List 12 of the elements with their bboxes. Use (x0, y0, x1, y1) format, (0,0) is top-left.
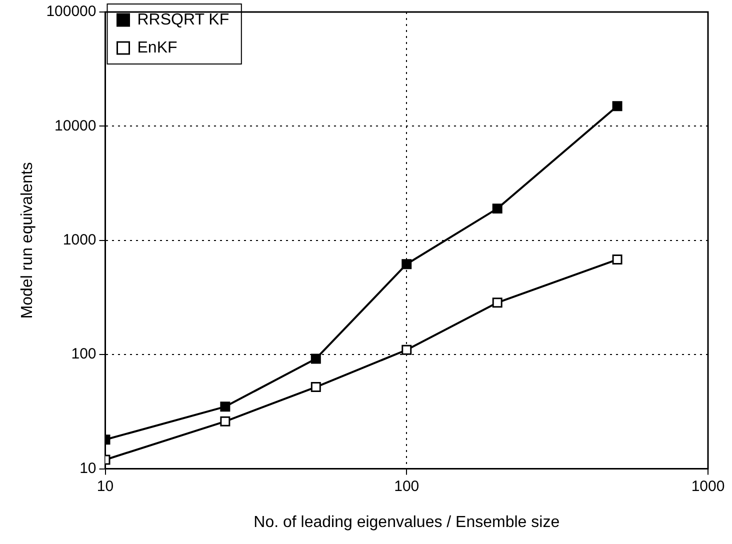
y-tick-label: 10 (80, 460, 96, 477)
legend-label: RRSQRT KF (137, 11, 230, 28)
x-tick-label: 1000 (691, 478, 725, 495)
x-axis-title: No. of leading eigenvalues / Ensemble size (254, 514, 560, 531)
y-axis-title: Model run equivalents (19, 162, 36, 319)
y-tick-label: 100000 (46, 3, 96, 20)
y-tick-label: 1000 (62, 232, 96, 249)
x-tick-label: 10 (96, 478, 114, 495)
legend-label: EnKF (137, 39, 178, 56)
y-tick-label: 10000 (54, 117, 96, 134)
y-tick-label: 100 (71, 346, 96, 363)
x-tick-label: 100 (394, 478, 420, 495)
